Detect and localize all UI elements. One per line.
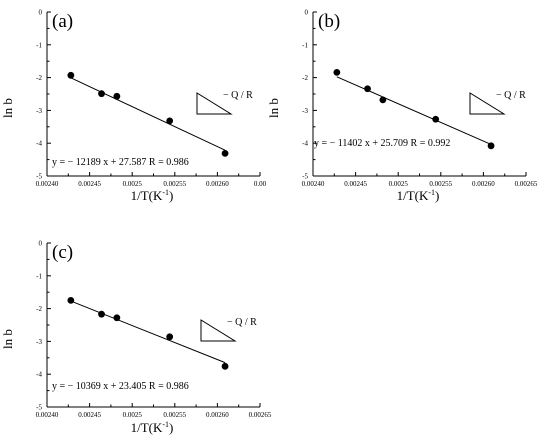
- x-axis-label-end: ): [169, 420, 173, 435]
- y-tick-label: -3: [302, 107, 308, 115]
- y-tick-label: 0: [305, 9, 309, 17]
- y-axis-label: ln b: [0, 329, 15, 349]
- y-tick-label: -2: [36, 74, 42, 82]
- x-tick-label: 0.00255: [429, 180, 452, 188]
- fit-line: [70, 300, 226, 364]
- data-point: [221, 149, 229, 157]
- x-tick-label: 0.00240: [302, 180, 325, 188]
- y-tick-label: -1: [36, 272, 42, 280]
- panel-label: (b): [318, 11, 340, 32]
- x-tick-label: 0.0025: [389, 180, 409, 188]
- slope-annotation: − Q / R: [223, 90, 253, 101]
- data-point: [379, 96, 387, 104]
- x-tick-label: 0.00245: [344, 180, 367, 188]
- y-tick-label: -5: [36, 404, 42, 412]
- x-tick-label: 0.00260: [206, 411, 229, 419]
- x-tick-label: 0.0025: [123, 180, 143, 188]
- data-point: [166, 117, 174, 125]
- data-point: [333, 68, 341, 76]
- slope-triangle: [200, 319, 237, 342]
- data-point: [67, 297, 75, 304]
- slope-triangle: [469, 92, 506, 115]
- y-tick-label: -1: [36, 41, 42, 49]
- y-tick-label: -4: [36, 371, 42, 379]
- x-tick-label: 0.00240: [36, 411, 59, 419]
- y-tick-label: -2: [302, 74, 308, 82]
- fit-line: [70, 77, 226, 151]
- x-axis-label-main: 1/T(K: [131, 188, 163, 203]
- data-point: [432, 115, 440, 123]
- y-tick-label: -3: [36, 338, 42, 346]
- x-axis-label-end: ): [435, 188, 439, 203]
- panel-c: 0 -1 -2 -3 -4 -50.00240 0.00245 0.0025 0.00255 0.…: [0, 240, 272, 436]
- x-tick-label: 0.00: [254, 180, 267, 188]
- x-tick-label: 0.0025: [123, 411, 143, 419]
- x-tick-label: 0.00245: [78, 180, 101, 188]
- y-tick-label: -5: [36, 173, 42, 181]
- x-axis-label-main: 1/T(K: [131, 420, 163, 435]
- data-point: [487, 142, 495, 150]
- panel-label: (a): [52, 11, 73, 32]
- x-tick-label: 0.00260: [206, 180, 229, 188]
- x-tick-label: 0.00260: [472, 180, 495, 188]
- x-axis-label: 1/T(K-1): [131, 420, 174, 435]
- x-axis-label-end: ): [169, 188, 173, 203]
- slope-annotation: − Q / R: [496, 90, 526, 101]
- y-axis-label: ln b: [0, 98, 15, 118]
- data-point: [113, 92, 121, 100]
- slope-annotation: − Q / R: [227, 317, 257, 328]
- y-tick-label: -4: [302, 140, 308, 148]
- y-tick-label: 0: [39, 240, 43, 248]
- data-point: [98, 90, 105, 98]
- fit-equation: y = − 12189 x + 27.587 R = 0.986: [52, 157, 189, 168]
- panel-label: (c): [52, 242, 73, 263]
- panel-a: 0 -1 -2 -3 -4 -50.00240 0.00245 0.0025 0.00255 0.…: [0, 9, 267, 204]
- y-axis-label: ln b: [266, 98, 281, 118]
- x-axis-label-sup: -1: [162, 420, 169, 429]
- fit-equation: y = − 11402 x + 25.709 R = 0.992: [314, 138, 450, 149]
- fit-equation: y = − 10369 x + 23.405 R = 0.986: [52, 381, 189, 392]
- y-tick-label: -3: [36, 107, 42, 115]
- fit-line: [336, 76, 492, 145]
- x-axis-label-sup: -1: [428, 188, 435, 197]
- x-axis-label-sup: -1: [162, 188, 169, 197]
- y-tick-label: -1: [302, 41, 308, 49]
- panel-b: 0 -1 -2 -3 -4 -50.00240 0.00245 0.0025 0.00255 0.…: [266, 9, 538, 204]
- x-axis-label-main: 1/T(K: [397, 188, 429, 203]
- x-tick-label: 0.00240: [36, 180, 59, 188]
- data-point: [166, 333, 174, 341]
- y-tick-label: -4: [36, 140, 42, 148]
- data-point: [67, 71, 75, 79]
- x-tick-label: 0.00255: [163, 411, 186, 419]
- data-point: [113, 314, 121, 322]
- data-point: [364, 85, 371, 93]
- y-tick-label: -2: [36, 305, 42, 313]
- x-tick-label: 0.00265: [249, 411, 272, 419]
- x-tick-label: 0.00255: [163, 180, 186, 188]
- y-tick-label: 0: [39, 9, 43, 17]
- slope-triangle: [196, 92, 233, 115]
- x-axis-label: 1/T(K-1): [397, 188, 440, 203]
- data-point: [98, 310, 105, 318]
- x-tick-label: 0.00245: [78, 411, 101, 419]
- x-tick-label: 0.00265: [515, 180, 538, 188]
- y-tick-label: -5: [302, 173, 308, 181]
- data-point: [221, 362, 229, 370]
- x-axis-label: 1/T(K-1): [131, 188, 174, 203]
